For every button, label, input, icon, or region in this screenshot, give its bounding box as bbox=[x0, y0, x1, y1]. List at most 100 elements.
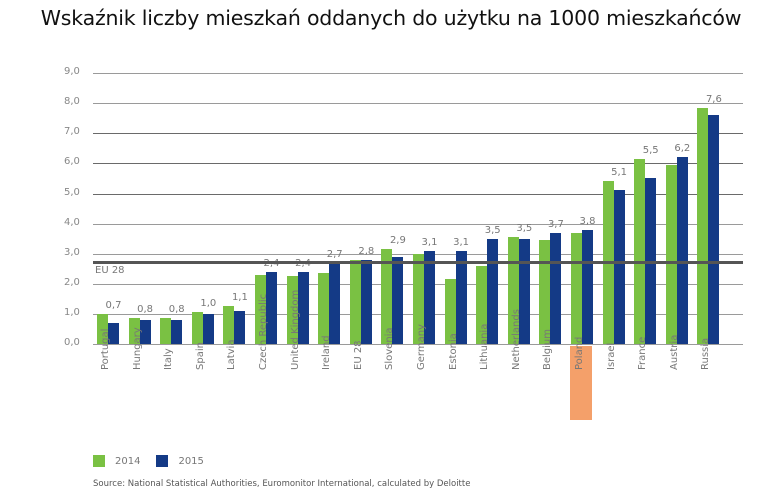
y-axis-tick: 0,0 bbox=[64, 337, 80, 348]
bar-2014 bbox=[286, 276, 298, 344]
x-axis-label-text: EU 28 bbox=[352, 340, 364, 370]
x-axis-label: Belgium bbox=[542, 329, 560, 432]
bar-2015 bbox=[266, 271, 277, 344]
x-axis-label: United Kingdom bbox=[290, 290, 308, 432]
bar-2014 bbox=[97, 313, 108, 344]
x-axis-label: Netherlands bbox=[511, 309, 529, 432]
legend: 2014 2015 bbox=[93, 455, 220, 467]
data-label-2015: 3,5 bbox=[484, 224, 501, 236]
bar-2015 bbox=[297, 271, 309, 344]
x-axis-label-text: Russia bbox=[700, 337, 712, 370]
bar-2014 bbox=[318, 273, 330, 344]
x-axis-label: Russia bbox=[700, 337, 718, 432]
x-axis-label: Czech Republic bbox=[258, 294, 276, 432]
gridline bbox=[93, 194, 743, 195]
y-axis-tick: 5,0 bbox=[64, 187, 80, 198]
data-label-2015: 0,8 bbox=[168, 303, 185, 315]
bar-2015 bbox=[708, 115, 720, 344]
bar-2014 bbox=[697, 107, 709, 344]
chart-title: Wskaźnik liczby mieszkań oddanych do uży… bbox=[40, 6, 742, 30]
eu28-reference-label: EU 28 bbox=[95, 265, 125, 277]
highlight-poland bbox=[570, 346, 592, 420]
x-axis-label-text: Belgium bbox=[542, 329, 554, 370]
x-axis-label-text: Estonia bbox=[447, 333, 459, 370]
gridline bbox=[93, 133, 743, 134]
bar-2014 bbox=[571, 232, 582, 344]
bar-2015 bbox=[139, 319, 151, 344]
eu28-reference-line bbox=[93, 261, 743, 265]
data-label-2015: 2,7 bbox=[326, 248, 343, 260]
bar-2014 bbox=[444, 279, 456, 344]
bar-2015 bbox=[518, 238, 530, 344]
bar-2014 bbox=[634, 158, 646, 344]
bar-2014 bbox=[539, 240, 551, 344]
y-axis-tick: 7,0 bbox=[64, 126, 80, 137]
x-axis-label-text: Ireland bbox=[321, 335, 333, 370]
bar-2015 bbox=[329, 262, 341, 344]
bar-2015 bbox=[550, 232, 562, 344]
source-note: Source: National Statistical Authorities… bbox=[93, 479, 471, 489]
gridline bbox=[93, 73, 743, 74]
bar-2015 bbox=[613, 190, 625, 344]
gridline bbox=[93, 344, 743, 345]
x-axis-label: Germany bbox=[416, 324, 434, 432]
x-axis-label: France bbox=[637, 336, 655, 432]
data-label-2015: 3,8 bbox=[579, 215, 596, 227]
x-axis-label-text: Slovenia bbox=[384, 327, 396, 370]
y-axis-tick: 8,0 bbox=[64, 96, 80, 107]
y-axis-tick: 3,0 bbox=[64, 247, 80, 258]
y-axis-tick: 1,0 bbox=[64, 307, 80, 318]
bar-2014 bbox=[255, 274, 266, 344]
x-axis-label: Ireland bbox=[321, 335, 339, 432]
legend-item-2015: 2015 bbox=[156, 455, 204, 467]
x-axis-label: Lithuania bbox=[479, 324, 497, 432]
x-axis-label-text: Poland bbox=[574, 336, 585, 370]
data-label-2015: 1,1 bbox=[231, 292, 248, 304]
data-label-2015: 3,1 bbox=[453, 236, 470, 248]
gridline bbox=[93, 103, 743, 104]
x-axis-label-text: Austria bbox=[668, 334, 680, 370]
data-label-2015: 3,1 bbox=[421, 236, 438, 248]
x-axis-label-text: Spain bbox=[194, 342, 206, 370]
data-label-2015: 6,2 bbox=[674, 143, 691, 155]
x-axis-label: EU 28 bbox=[352, 340, 371, 432]
bar-2014 bbox=[413, 253, 424, 344]
bar-2015 bbox=[487, 238, 499, 344]
bar-2014 bbox=[507, 237, 519, 344]
data-label-2015: 5,5 bbox=[642, 144, 659, 156]
bar-2015 bbox=[108, 322, 119, 344]
x-axis-label-text: Netherlands bbox=[511, 309, 522, 370]
x-axis-label-text: Latvia bbox=[226, 339, 238, 370]
legend-label-2015: 2015 bbox=[178, 455, 204, 467]
bar-2014 bbox=[476, 265, 488, 344]
x-axis-label: Poland bbox=[574, 336, 592, 432]
bar-2015 bbox=[582, 229, 593, 344]
bar-2015 bbox=[676, 157, 688, 344]
bar-2015 bbox=[360, 259, 372, 344]
gridline bbox=[93, 163, 743, 164]
legend-label-2014: 2014 bbox=[115, 455, 141, 467]
y-axis-tick: 6,0 bbox=[64, 156, 80, 167]
legend-swatch-2015 bbox=[156, 455, 169, 467]
x-axis-label-text: France bbox=[637, 336, 649, 370]
bar-2015 bbox=[171, 319, 183, 344]
y-axis-tick: 2,0 bbox=[64, 277, 80, 288]
bar-2015 bbox=[392, 256, 404, 344]
x-axis-label-text: Germany bbox=[416, 324, 427, 370]
legend-swatch-2014 bbox=[93, 455, 105, 467]
bar-2014 bbox=[128, 318, 140, 344]
data-label-2015: 3,7 bbox=[547, 218, 564, 230]
y-axis-tick: 9,0 bbox=[64, 66, 80, 77]
bar-2015 bbox=[424, 250, 435, 344]
x-axis-label-text: Israel bbox=[605, 342, 617, 370]
x-axis-label-text: Italy bbox=[163, 348, 175, 370]
legend-item-2014: 2014 bbox=[93, 455, 140, 467]
x-axis-label: Italy bbox=[163, 348, 181, 432]
bar-2015 bbox=[234, 310, 246, 344]
x-axis-label: Estonia bbox=[447, 333, 466, 432]
y-axis-tick: 4,0 bbox=[64, 217, 80, 228]
data-label-2015: 1,0 bbox=[200, 298, 217, 310]
x-axis-label-text: Portugal bbox=[100, 328, 111, 370]
x-axis-label: Portugal bbox=[100, 328, 118, 432]
